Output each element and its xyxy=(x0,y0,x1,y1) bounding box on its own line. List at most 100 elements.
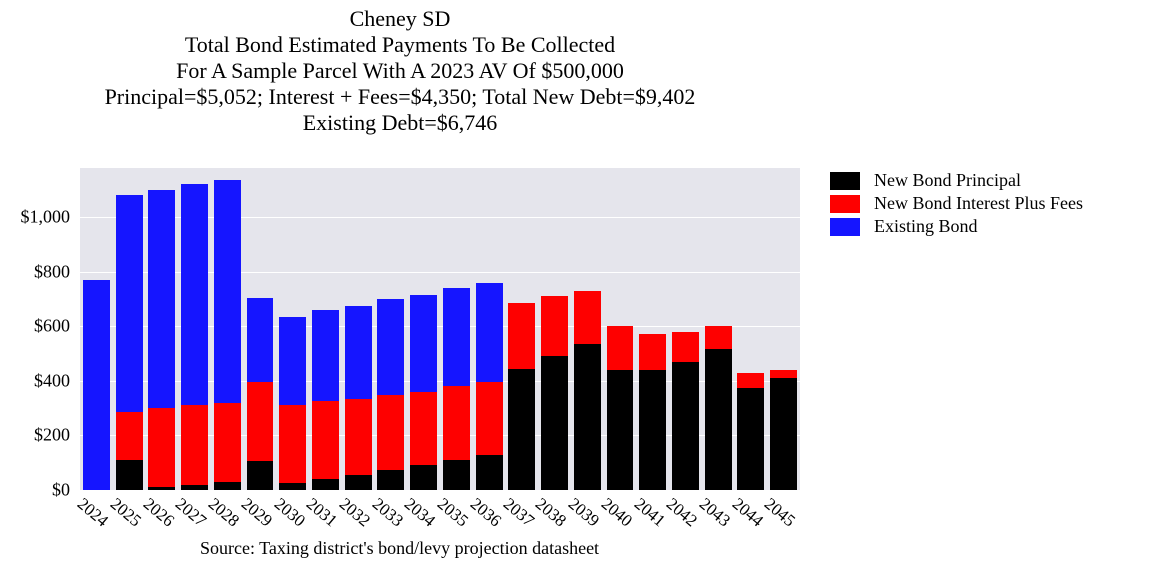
axes: $0$200$400$600$800$1,0002024202520262027… xyxy=(80,168,800,490)
legend-swatch xyxy=(830,172,860,190)
x-tick-label: 2026 xyxy=(139,494,178,531)
y-tick-label: $400 xyxy=(34,370,70,391)
x-tick-label: 2032 xyxy=(335,494,374,531)
bar-segment-existing xyxy=(279,317,306,406)
bar-segment-existing xyxy=(476,283,503,383)
x-tick-label: 2035 xyxy=(433,494,472,531)
bar-segment-principal xyxy=(410,465,437,490)
x-tick-label: 2042 xyxy=(662,494,701,531)
x-tick-label: 2044 xyxy=(728,494,767,531)
bar-segment-existing xyxy=(410,295,437,392)
bar-segment-principal xyxy=(279,483,306,490)
bar-segment-interest xyxy=(672,332,699,362)
y-tick-label: $600 xyxy=(34,316,70,337)
x-tick-label: 2028 xyxy=(204,494,243,531)
x-tick-label: 2029 xyxy=(237,494,276,531)
bar-segment-existing xyxy=(312,310,339,401)
bar-segment-interest xyxy=(116,412,143,460)
bar-column xyxy=(312,310,339,490)
bar-segment-interest xyxy=(181,405,208,484)
bar-column xyxy=(214,180,241,490)
legend-item: New Bond Principal xyxy=(830,170,1083,191)
bar-segment-principal xyxy=(443,460,470,490)
x-tick-label: 2045 xyxy=(761,494,800,531)
x-tick-label: 2025 xyxy=(106,494,145,531)
bar-column xyxy=(737,373,764,490)
x-tick-label: 2041 xyxy=(630,494,669,531)
legend-item: New Bond Interest Plus Fees xyxy=(830,193,1083,214)
bar-segment-principal xyxy=(639,370,666,490)
x-tick-label: 2038 xyxy=(532,494,571,531)
bar-segment-interest xyxy=(607,326,634,370)
y-tick-label: $200 xyxy=(34,425,70,446)
bar-segment-interest xyxy=(541,296,568,356)
figure: Cheney SD Total Bond Estimated Payments … xyxy=(0,0,1152,576)
bar-segment-interest xyxy=(345,399,372,475)
title-line-5: Existing Debt=$6,746 xyxy=(0,110,800,136)
bar-column xyxy=(508,303,535,490)
legend-swatch xyxy=(830,218,860,236)
bar-segment-principal xyxy=(312,479,339,490)
legend-label: New Bond Interest Plus Fees xyxy=(874,193,1083,214)
bar-segment-interest xyxy=(574,291,601,344)
bar-segment-interest xyxy=(476,382,503,454)
bar-column xyxy=(574,291,601,490)
bar-segment-principal xyxy=(737,388,764,490)
x-tick-label: 2031 xyxy=(302,494,341,531)
bar-segment-interest xyxy=(214,403,241,482)
x-tick-label: 2034 xyxy=(401,494,440,531)
bar-segment-interest xyxy=(312,401,339,479)
bar-segment-interest xyxy=(247,382,274,461)
title-line-3: For A Sample Parcel With A 2023 AV Of $5… xyxy=(0,58,800,84)
x-tick-label: 2039 xyxy=(564,494,603,531)
x-tick-label: 2033 xyxy=(368,494,407,531)
chart-title-block: Cheney SD Total Bond Estimated Payments … xyxy=(0,6,800,136)
bar-column xyxy=(476,283,503,490)
bar-segment-interest xyxy=(770,370,797,378)
legend-label: New Bond Principal xyxy=(874,170,1021,191)
bar-column xyxy=(181,184,208,490)
gridline xyxy=(80,490,800,491)
bar-column xyxy=(247,298,274,490)
bar-column xyxy=(639,334,666,490)
y-tick-label: $0 xyxy=(52,480,70,501)
bar-segment-principal xyxy=(541,356,568,490)
bar-segment-existing xyxy=(345,306,372,399)
legend-item: Existing Bond xyxy=(830,216,1083,237)
bar-column xyxy=(377,299,404,490)
bar-column xyxy=(148,190,175,490)
bar-segment-principal xyxy=(574,344,601,490)
bar-segment-existing xyxy=(148,190,175,408)
bar-column xyxy=(410,295,437,490)
bar-segment-interest xyxy=(705,326,732,349)
bar-column xyxy=(279,317,306,490)
bar-segment-existing xyxy=(443,288,470,386)
bar-segment-principal xyxy=(377,470,404,490)
x-tick-label: 2030 xyxy=(270,494,309,531)
bar-column xyxy=(770,370,797,490)
bar-segment-existing xyxy=(116,195,143,412)
bar-segment-principal xyxy=(705,349,732,490)
bar-segment-principal xyxy=(672,362,699,490)
bar-segment-existing xyxy=(214,180,241,402)
legend-label: Existing Bond xyxy=(874,216,978,237)
bar-segment-principal xyxy=(476,455,503,490)
bar-segment-principal xyxy=(214,482,241,490)
x-tick-label: 2027 xyxy=(172,494,211,531)
bar-segment-principal xyxy=(148,487,175,490)
title-line-2: Total Bond Estimated Payments To Be Coll… xyxy=(0,32,800,58)
bar-column xyxy=(116,195,143,490)
title-line-4: Principal=$5,052; Interest + Fees=$4,350… xyxy=(0,84,800,110)
bar-column xyxy=(443,288,470,490)
bar-segment-principal xyxy=(770,378,797,490)
y-tick-label: $1,000 xyxy=(21,207,71,228)
bar-segment-existing xyxy=(377,299,404,395)
bar-column xyxy=(607,326,634,490)
bar-segment-interest xyxy=(410,392,437,466)
y-tick-label: $800 xyxy=(34,261,70,282)
bar-segment-principal xyxy=(181,485,208,490)
bar-segment-principal xyxy=(345,475,372,490)
x-tick-label: 2043 xyxy=(695,494,734,531)
x-tick-label: 2040 xyxy=(597,494,636,531)
x-tick-label: 2036 xyxy=(466,494,505,531)
